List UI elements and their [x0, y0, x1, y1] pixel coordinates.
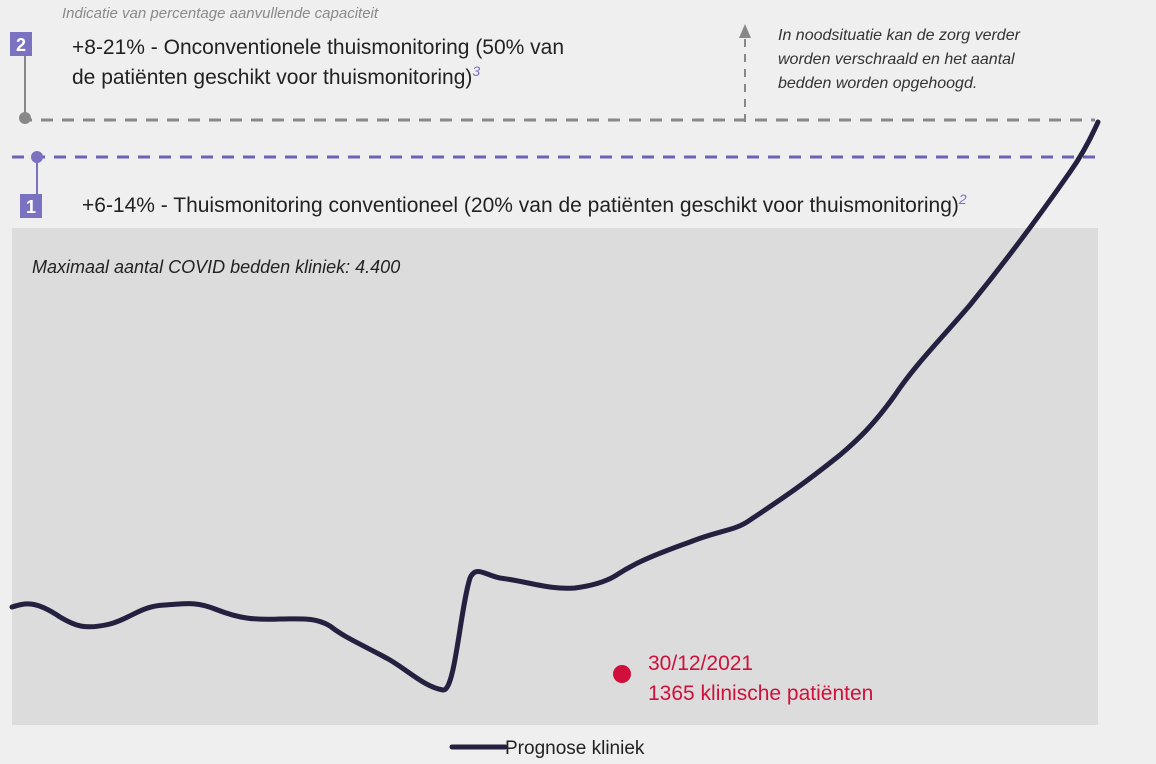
annotation-dot: [613, 665, 631, 683]
level-number: 2: [16, 35, 26, 55]
level-text: +6-14% - Thuismonitoring conventioneel (…: [82, 194, 959, 217]
footnote: 3: [472, 63, 480, 79]
level-text: de patiënten geschikt voor thuismonitori…: [72, 66, 472, 89]
level-dot: [19, 112, 31, 124]
note: bedden worden opgehoogd.: [778, 75, 977, 92]
annotation-text: 1365 klinische patiënten: [648, 682, 873, 705]
annotation-date: 30/12/2021: [648, 652, 753, 675]
footnote: 2: [958, 191, 967, 207]
legend-label: Prognose kliniek: [505, 738, 645, 759]
level-dot: [31, 151, 43, 163]
level-text: +8-21% - Onconventionele thuismonitoring…: [72, 36, 564, 59]
subtitle: Indicatie van percentage aanvullende cap…: [62, 5, 379, 22]
level-badge: [10, 32, 32, 56]
arrow-head: [739, 24, 751, 38]
capacity-area: [12, 228, 1098, 725]
level-number: 1: [26, 197, 36, 217]
prognosis-line: [9, 119, 1101, 693]
note: In noodsituatie kan de zorg verder: [778, 27, 1021, 44]
level-text: +6-14% - Thuismonitoring conventioneel (…: [82, 191, 967, 217]
note: worden verschraald en het aantal: [778, 51, 1015, 68]
level-text: de patiënten geschikt voor thuismonitori…: [72, 63, 480, 89]
capacity-label: Maximaal aantal COVID bedden kliniek: 4.…: [32, 257, 400, 277]
level-badge: [20, 194, 42, 218]
